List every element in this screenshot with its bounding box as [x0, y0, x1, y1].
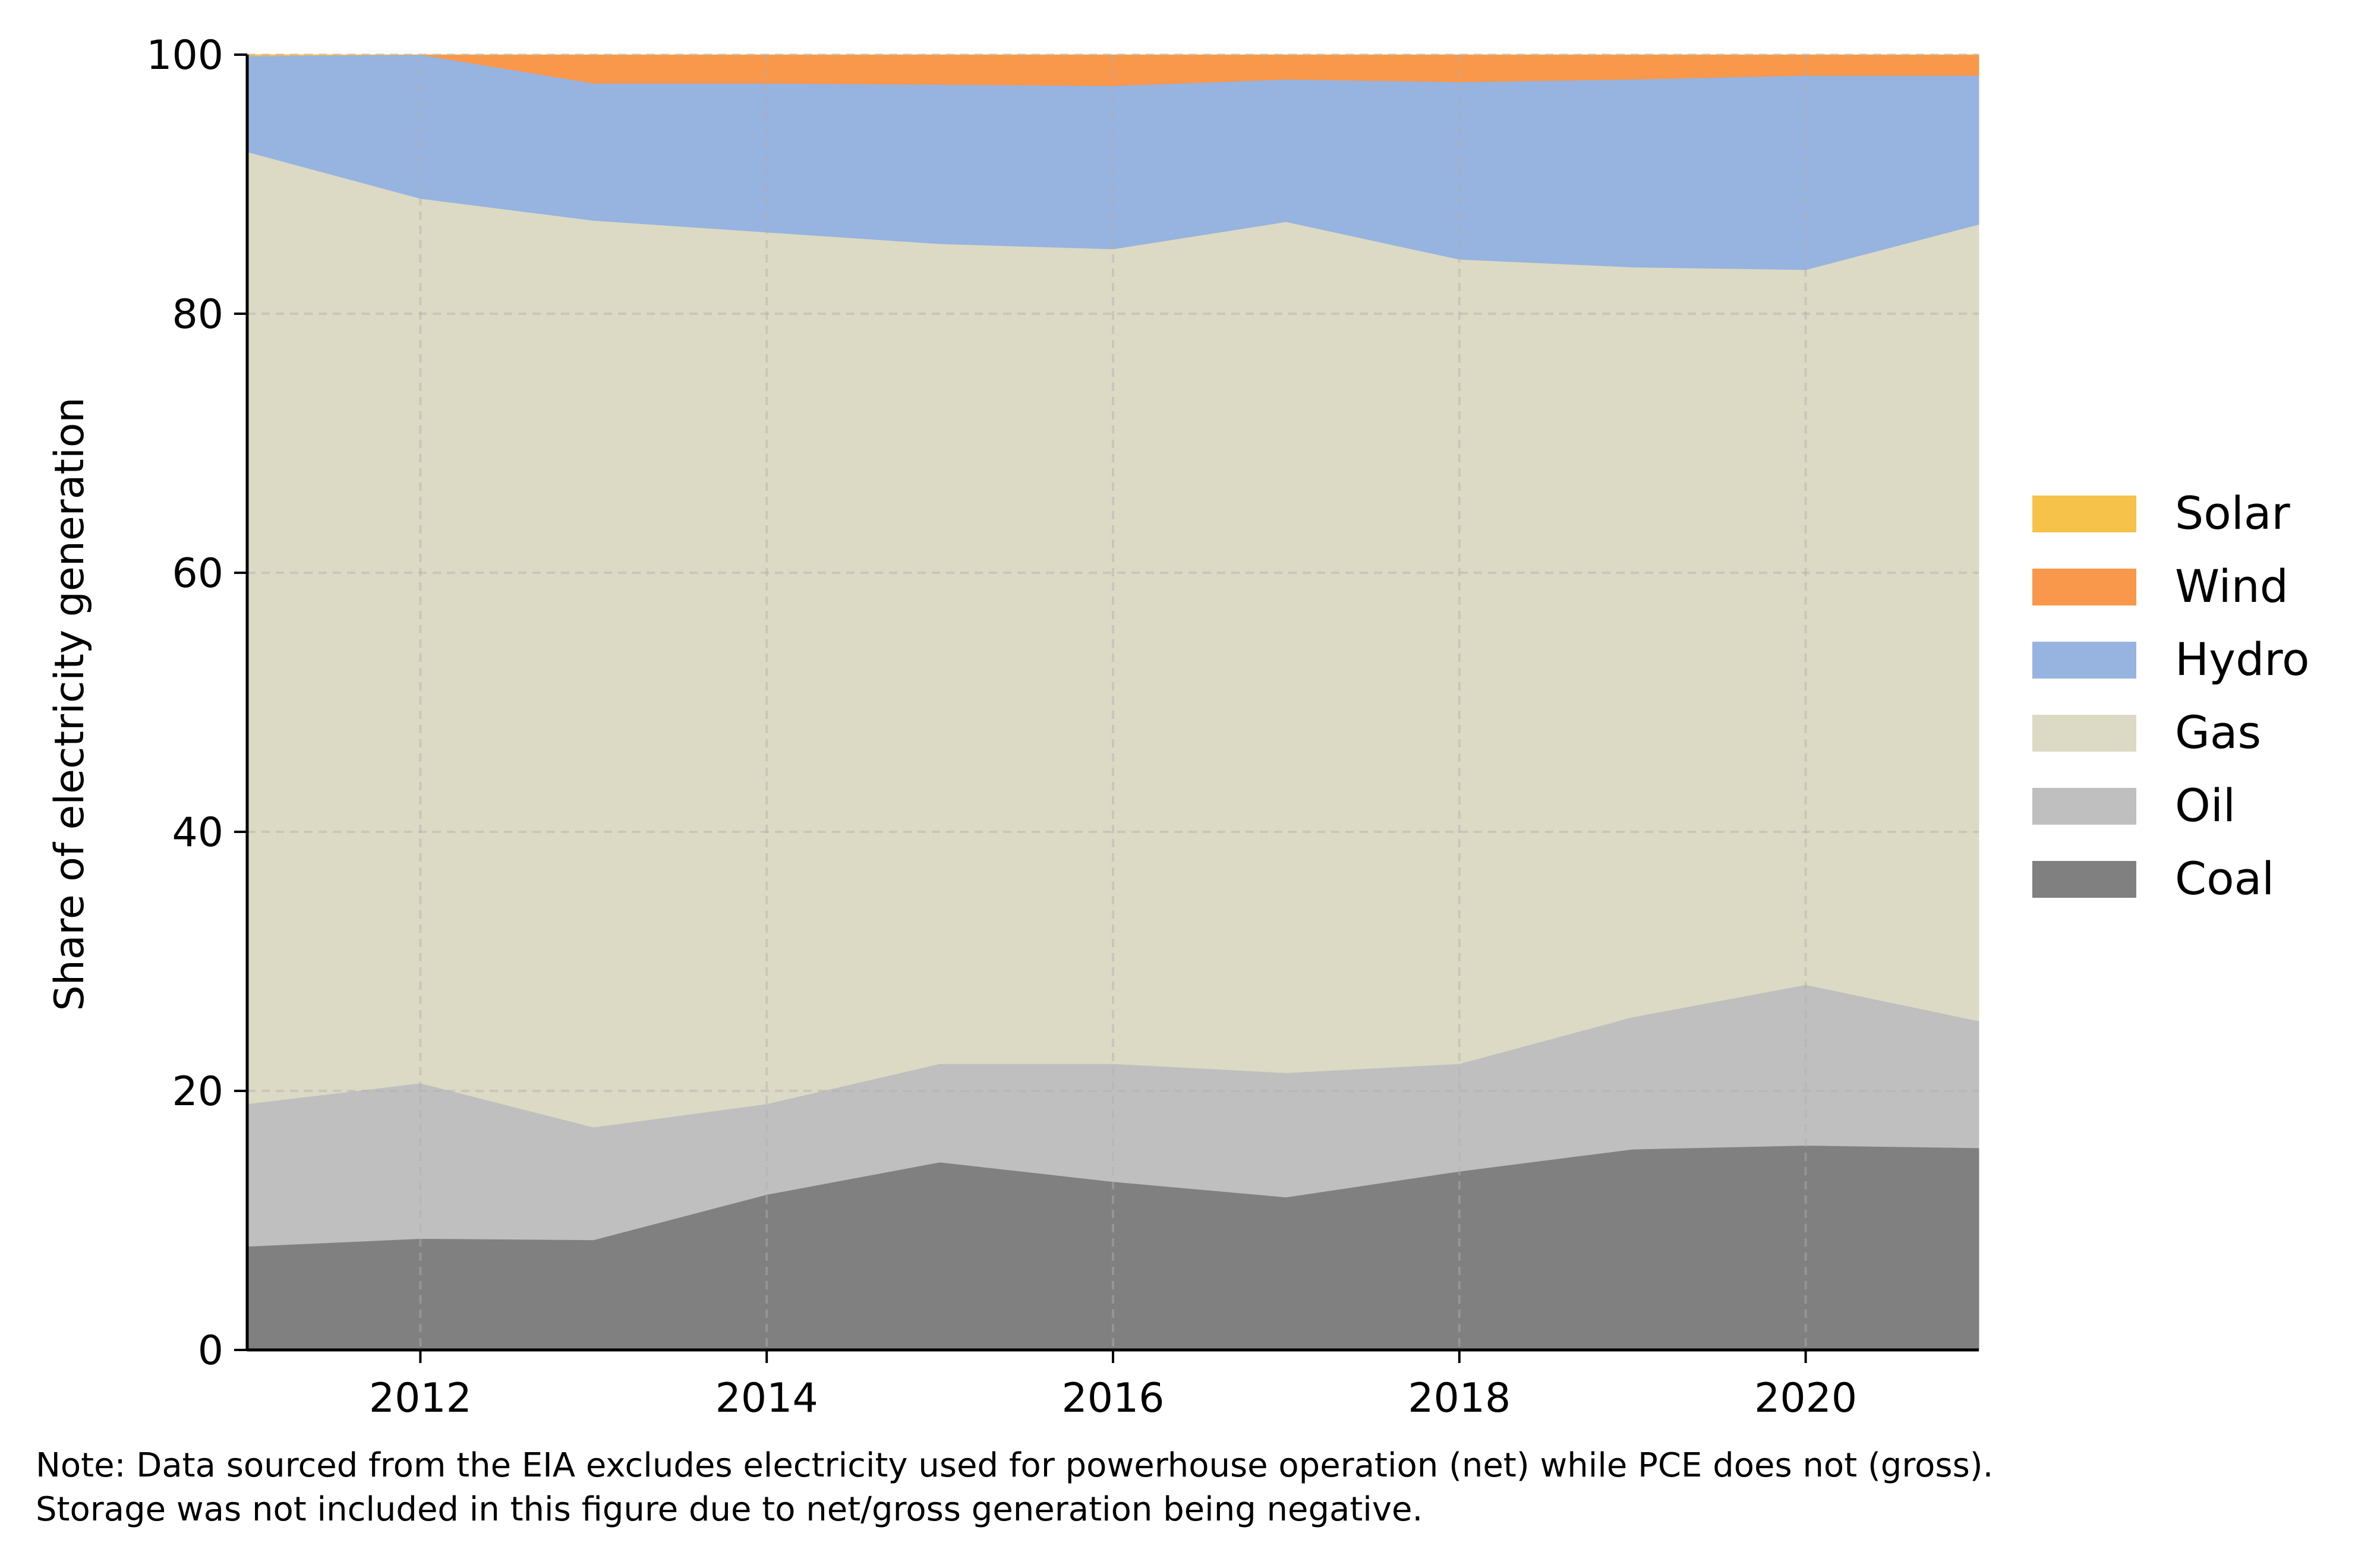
- y-tick-label-40: 40: [172, 809, 223, 856]
- footnote: Note: Data sourced from the EIA excludes…: [36, 1444, 2365, 1532]
- legend-swatch-oil: [2032, 788, 2136, 825]
- legend-swatch-coal: [2032, 861, 2136, 898]
- x-tick-label-2020: 2020: [1754, 1375, 1857, 1422]
- legend-label-oil: Oil: [2175, 779, 2236, 832]
- area-solar: [247, 54, 1979, 56]
- y-axis-title: Share of electricity generation: [46, 397, 93, 1011]
- y-tick-label-100: 100: [146, 32, 223, 79]
- area-series-group: [247, 54, 1979, 1351]
- legend: Solar Wind Hydro Gas Oil Coal: [2032, 487, 2309, 905]
- tick-labels: 2012 2014 2016 2018 2020 0 20 40 60 80 100: [146, 32, 1857, 1422]
- legend-swatch-hydro: [2032, 642, 2136, 679]
- footnote-line-1: Note: Data sourced from the EIA excludes…: [36, 1446, 1994, 1485]
- legend-label-hydro: Hydro: [2175, 633, 2309, 686]
- y-tick-label-80: 80: [172, 291, 223, 338]
- footnote-line-2: Storage was not included in this figure …: [36, 1490, 1423, 1529]
- x-tick-label-2014: 2014: [715, 1375, 818, 1422]
- legend-swatch-gas: [2032, 715, 2136, 752]
- y-tick-label-0: 0: [198, 1327, 223, 1374]
- y-tick-label-20: 20: [172, 1068, 223, 1115]
- y-tick-label-60: 60: [172, 550, 223, 597]
- grid-lines: [247, 53, 1979, 1350]
- legend-label-coal: Coal: [2175, 852, 2274, 905]
- stacked-area-chart: 2012 2014 2016 2018 2020 0 20 40 60 80 100 Share o…: [46, 32, 2309, 1422]
- legend-label-gas: Gas: [2175, 706, 2261, 759]
- legend-swatch-solar: [2032, 496, 2136, 532]
- x-tick-label-2016: 2016: [1061, 1375, 1164, 1422]
- legend-label-wind: Wind: [2175, 560, 2288, 613]
- x-tick-label-2018: 2018: [1408, 1375, 1511, 1422]
- legend-swatch-wind: [2032, 569, 2136, 605]
- x-tick-label-2012: 2012: [369, 1375, 472, 1422]
- legend-label-solar: Solar: [2175, 487, 2290, 540]
- axes: [234, 53, 1979, 1363]
